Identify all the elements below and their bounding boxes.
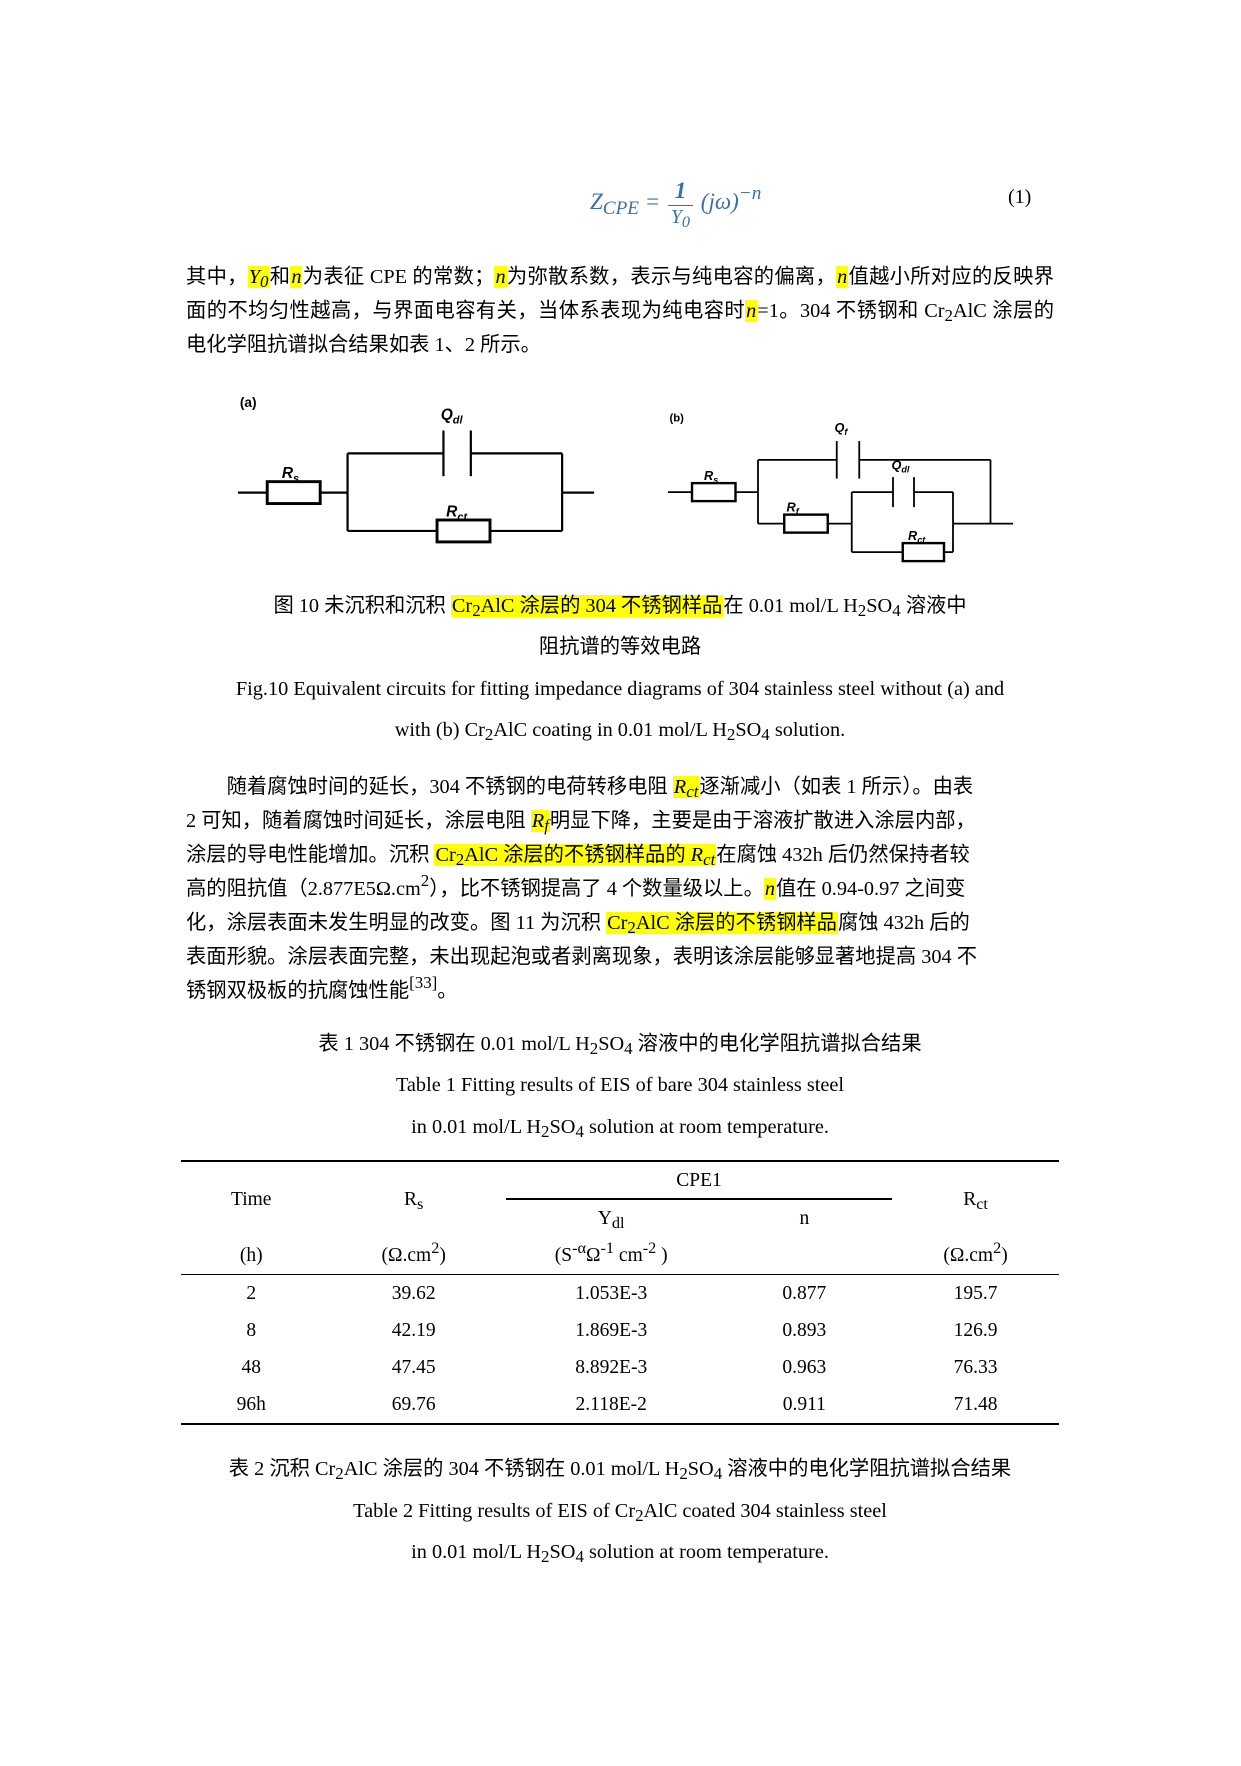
svg-text:(a): (a) xyxy=(240,395,257,410)
svg-text:Qf: Qf xyxy=(835,420,849,437)
svg-text:Rs: Rs xyxy=(704,468,718,485)
svg-text:Qdl: Qdl xyxy=(441,407,464,427)
svg-text:Rct: Rct xyxy=(908,528,926,545)
svg-text:Rs: Rs xyxy=(282,465,299,485)
svg-text:Rf: Rf xyxy=(787,500,800,517)
svg-text:(b): (b) xyxy=(670,413,685,425)
svg-text:Rct: Rct xyxy=(446,503,468,523)
